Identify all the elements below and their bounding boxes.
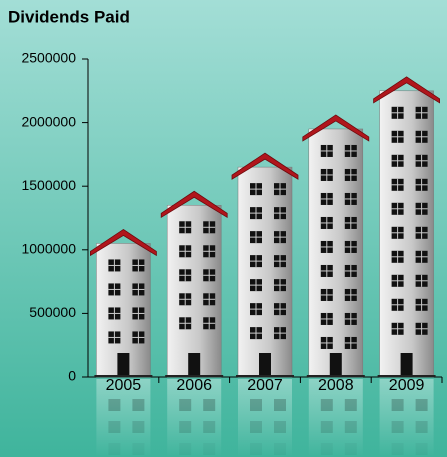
reflection-window [108, 399, 120, 411]
reflection-window [392, 399, 404, 411]
reflection-window [179, 421, 191, 433]
y-tick-label: 1000000 [21, 241, 76, 257]
x-tick-label: 2008 [318, 377, 354, 394]
chart-title: Dividends Paid [8, 7, 130, 26]
reflection-window [250, 399, 262, 411]
y-tick-label: 1500000 [21, 177, 76, 193]
y-tick-label: 0 [68, 368, 76, 384]
reflection-window [250, 443, 262, 455]
bar [238, 167, 292, 377]
y-tick-label: 500000 [29, 304, 76, 320]
building [161, 191, 227, 377]
building [90, 229, 156, 377]
reflection-window [132, 399, 144, 411]
x-tick-label: 2007 [247, 377, 283, 394]
reflection-window [108, 443, 120, 455]
door [259, 353, 271, 375]
x-tick-label: 2006 [176, 377, 212, 394]
reflection-window [250, 421, 262, 433]
building [303, 115, 369, 377]
reflection-window [345, 421, 357, 433]
y-tick-label: 2500000 [21, 50, 76, 66]
reflection-window [345, 399, 357, 411]
page: {"chart_data": {"type": "bar", "title": … [0, 0, 447, 457]
reflection-window [179, 399, 191, 411]
reflection-window [274, 399, 286, 411]
door [330, 353, 342, 375]
reflection-window [416, 443, 428, 455]
reflection-window [203, 399, 215, 411]
door [401, 353, 413, 375]
reflection-window [108, 421, 120, 433]
reflection-window [274, 421, 286, 433]
x-tick-label: 2009 [389, 377, 425, 394]
reflection-window [321, 443, 333, 455]
reflection-window [179, 443, 191, 455]
reflection-window [132, 421, 144, 433]
reflection-window [321, 399, 333, 411]
reflection-window [392, 443, 404, 455]
building [232, 153, 298, 377]
reflection-window [132, 443, 144, 455]
reflection-window [392, 421, 404, 433]
door [117, 353, 129, 375]
reflection-window [203, 443, 215, 455]
reflection-window [203, 421, 215, 433]
x-tick-label: 2005 [106, 377, 142, 394]
building [374, 77, 440, 377]
reflection-window [416, 421, 428, 433]
reflection-window [321, 421, 333, 433]
y-tick-label: 2000000 [21, 113, 76, 129]
reflection-window [274, 443, 286, 455]
chart: Dividends Paid 0 500000 1000000 1500000 2000… [0, 0, 447, 457]
reflection-window [416, 399, 428, 411]
reflection-window [345, 443, 357, 455]
door [188, 353, 200, 375]
